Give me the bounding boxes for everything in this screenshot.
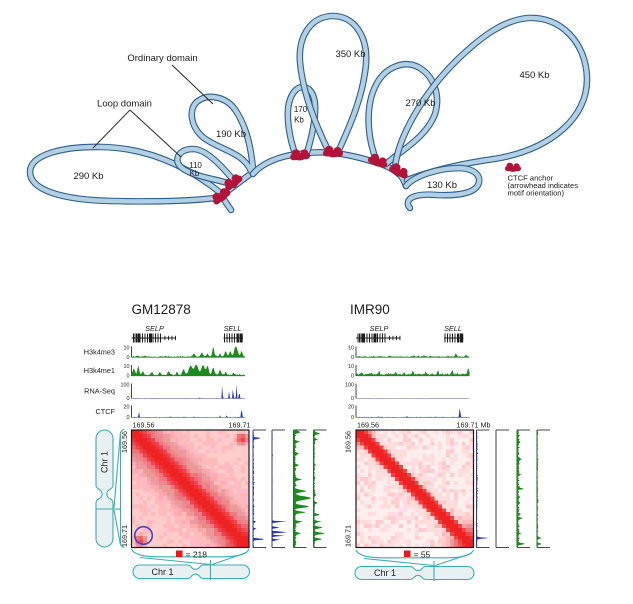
- svg-text:Chr 1: Chr 1: [100, 451, 110, 473]
- svg-text:450 Kb: 450 Kb: [519, 70, 549, 81]
- svg-text:169.71: 169.71: [344, 525, 353, 547]
- svg-text:350 Kb: 350 Kb: [335, 49, 365, 60]
- svg-text:Kb: Kb: [190, 169, 200, 178]
- svg-text:0: 0: [351, 355, 354, 361]
- svg-text:190 Kb: 190 Kb: [216, 129, 246, 140]
- svg-text:169.56: 169.56: [133, 421, 155, 430]
- svg-text:SELP: SELP: [145, 324, 164, 333]
- svg-text:130 Kb: 130 Kb: [427, 180, 457, 191]
- svg-text:IMR90: IMR90: [350, 302, 390, 317]
- svg-text:0: 0: [127, 374, 130, 380]
- svg-text:0: 0: [127, 415, 130, 421]
- svg-text:SELP: SELP: [370, 324, 389, 333]
- svg-text:100: 100: [121, 383, 130, 389]
- svg-text:10: 10: [348, 364, 354, 370]
- svg-text:0: 0: [351, 415, 354, 421]
- svg-text:Ordinary domain: Ordinary domain: [127, 53, 197, 64]
- svg-text:0: 0: [351, 374, 354, 380]
- svg-text:169.56: 169.56: [344, 431, 353, 453]
- svg-text:CTCF anchor: CTCF anchor: [508, 174, 554, 183]
- svg-text:= 218: = 218: [186, 550, 208, 560]
- svg-text:CTCF: CTCF: [96, 407, 116, 416]
- svg-text:Loop domain: Loop domain: [97, 99, 152, 110]
- svg-text:motif orientation): motif orientation): [508, 189, 565, 198]
- svg-text:SELL: SELL: [224, 324, 242, 333]
- svg-text:110: 110: [189, 161, 202, 170]
- svg-text:290 Kb: 290 Kb: [73, 171, 103, 182]
- svg-text:RNA-Seq: RNA-Seq: [84, 387, 115, 396]
- svg-text:169.71 Mb: 169.71 Mb: [457, 421, 491, 430]
- svg-text:10: 10: [348, 346, 354, 352]
- svg-text:= 55: = 55: [414, 550, 431, 560]
- svg-text:GM12878: GM12878: [132, 302, 191, 317]
- svg-text:169.71: 169.71: [229, 421, 251, 430]
- svg-text:0: 0: [127, 355, 130, 361]
- svg-text:169.56: 169.56: [357, 421, 379, 430]
- svg-text:270 Kb: 270 Kb: [405, 98, 435, 109]
- svg-text:Chr 1: Chr 1: [374, 568, 396, 578]
- svg-text:169.71: 169.71: [120, 525, 129, 547]
- svg-text:10: 10: [124, 346, 130, 352]
- svg-text:170: 170: [294, 105, 308, 114]
- svg-text:Kb: Kb: [294, 116, 304, 125]
- svg-text:SELL: SELL: [444, 324, 462, 333]
- svg-text:20: 20: [348, 405, 354, 411]
- svg-text:169.56: 169.56: [120, 431, 129, 453]
- svg-text:H3k4me1: H3k4me1: [84, 366, 115, 375]
- svg-text:(arrowhead indicates: (arrowhead indicates: [508, 181, 579, 190]
- svg-text:100: 100: [345, 383, 354, 389]
- svg-text:0: 0: [127, 396, 130, 402]
- svg-text:10: 10: [124, 364, 130, 370]
- svg-text:20: 20: [124, 405, 130, 411]
- svg-text:H3k4me3: H3k4me3: [84, 348, 115, 357]
- svg-text:Chr 1: Chr 1: [152, 567, 174, 577]
- svg-text:0: 0: [351, 396, 354, 402]
